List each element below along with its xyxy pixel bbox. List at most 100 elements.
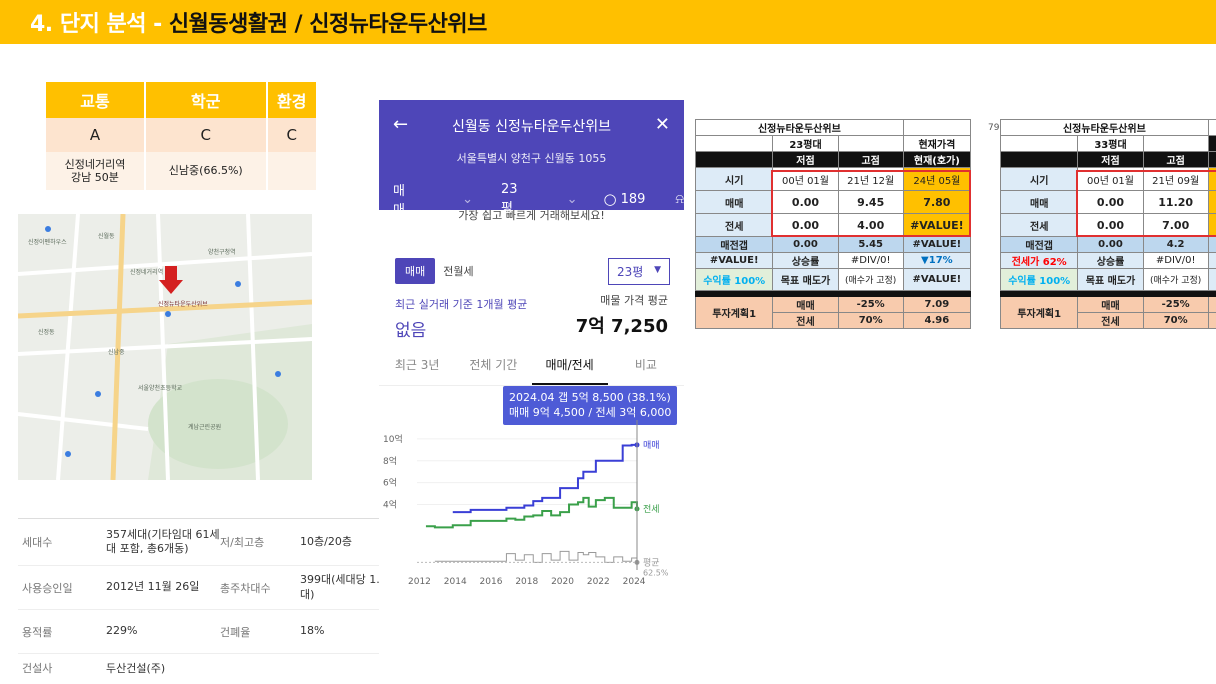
x-tick-label: 2024 xyxy=(623,577,646,587)
row-label: 전세가 62% xyxy=(1000,252,1079,269)
y-tick-label: 10억 xyxy=(383,433,403,445)
info-value: 2012년 11월 26일 xyxy=(106,580,200,594)
cell: 70% xyxy=(837,312,904,329)
analysis-sheet-23: 신정뉴타운두산위브 23평대 현재가격 저점 고점 현재(호가) 시기 00년 0… xyxy=(694,119,972,329)
cell: #DIV/0! xyxy=(1142,252,1209,269)
map-label-6: 양천구청역 xyxy=(208,248,236,256)
analysis-sheet-33: 신정뉴타운두산위브 33평대 저점 고점 시기 00년 01월 21년 09월 … xyxy=(1000,119,1216,329)
row-label: #VALUE! xyxy=(694,252,774,269)
bell-icon[interactable]: ⍾ xyxy=(675,191,684,207)
comment-count: 189 xyxy=(620,191,646,207)
map-target-arrow xyxy=(159,266,183,294)
map-graphic: 신정이펜하우스 신월동 신정네거리역 신남중 계남근린공원 양천구청역 서울양천… xyxy=(18,214,312,480)
trade-type-filter[interactable]: 매매 xyxy=(393,184,405,218)
back-arrow-icon[interactable]: ← xyxy=(393,114,409,135)
info-value: 357세대(기타임대 61세대 포함, 총6개동) xyxy=(106,527,220,555)
cell: 전세 xyxy=(1077,312,1144,329)
series-label: 평균 xyxy=(643,557,660,568)
location-map[interactable]: 신정이펜하우스 신월동 신정네거리역 신남중 계남근린공원 양천구청역 서울양천… xyxy=(18,214,312,480)
title-prefix: 4. 단지 분석 - xyxy=(30,12,169,37)
trade-tabs: 매매 전월세 xyxy=(395,258,482,284)
row-label: 매매 xyxy=(1000,190,1079,214)
tab-recent-3y[interactable]: 최근 3년 xyxy=(394,358,440,372)
cell: 4.00 xyxy=(837,213,904,237)
info-key: 저/최고층 xyxy=(220,536,265,549)
tab-sale[interactable]: 매매 xyxy=(395,258,436,284)
title-main: 신월동생활권 / 신정뉴타운두산위브 xyxy=(168,12,487,37)
sheet-size: 33평대 xyxy=(1077,135,1144,152)
info-value: 18% xyxy=(300,624,325,638)
rating-grade-transport: A xyxy=(46,118,146,152)
page-title: 4. 단지 분석 - 신월동생활권 / 신정뉴타운두산위브 xyxy=(30,6,487,38)
cell: 0.00 xyxy=(1077,213,1144,237)
info-key: 사용승인일 xyxy=(22,581,73,595)
info-row: 건설사 두산건설(주) xyxy=(18,654,398,676)
cell: #VALUE! xyxy=(902,268,972,291)
cell: -25% xyxy=(837,296,904,313)
tooltip-gap: 2024.04 갭 5억 8,500 (38.1%) xyxy=(509,391,671,404)
chevron-down-icon[interactable]: ⌄ xyxy=(462,191,474,207)
x-tick-label: 2020 xyxy=(551,577,574,587)
map-label-3: 신월동 xyxy=(98,232,115,240)
tab-rent[interactable]: 전월세 xyxy=(443,265,474,278)
map-label-0: 신정동 xyxy=(38,328,55,336)
comment-icon[interactable]: ○ xyxy=(603,190,617,208)
row-label: 전세 xyxy=(1000,213,1079,237)
row-label: 투자계획1 xyxy=(694,296,774,329)
cell: ▼17% xyxy=(902,252,972,269)
series-label: 전세 xyxy=(643,504,660,515)
series-line-1 xyxy=(425,496,638,529)
rating-note-environment xyxy=(266,152,319,190)
cell: 목표 매도가 xyxy=(1077,268,1144,291)
row-label: 매전갭 xyxy=(694,236,774,253)
rating-grade-school: C xyxy=(144,118,268,152)
tab-all-period[interactable]: 전체 기간 xyxy=(469,358,518,372)
rating-note-transport: 신정네거리역 강남 50분 xyxy=(46,152,146,190)
cell: 매매 xyxy=(1077,296,1144,313)
row-label: 투자계획1 xyxy=(1000,296,1079,329)
series-label: 매매 xyxy=(643,440,660,451)
row-number: 79 xyxy=(988,123,1000,133)
cell: 매매 xyxy=(772,296,839,313)
size-select[interactable]: 23평 ▼ xyxy=(608,258,670,285)
cell: 4.2 xyxy=(1142,236,1209,253)
map-park xyxy=(148,379,288,469)
rating-header-environment: 환경 xyxy=(266,82,319,118)
info-key: 건폐율 xyxy=(220,625,251,639)
cell: 5.45 xyxy=(837,236,904,253)
series-line-0 xyxy=(452,443,637,514)
cell: (매수가 고정) xyxy=(1142,268,1209,291)
sheet-size: 23평대 xyxy=(772,135,839,152)
map-target-label: 신정뉴타운두산위브 xyxy=(158,300,208,308)
y-tick-label: 6억 xyxy=(383,477,397,489)
tab-sale-rent[interactable]: 매매/전세 xyxy=(531,352,608,385)
size-filter[interactable]: 23평 xyxy=(501,182,518,216)
cell: #VALUE! xyxy=(902,213,972,237)
recent-trade-label: 최근 실거래 기준 1개월 평균 xyxy=(395,298,528,311)
app-address: 서울특별시 양천구 신월동 1055 xyxy=(456,152,607,165)
cell: 전세 xyxy=(772,312,839,329)
price-chart[interactable]: 10억 8억 6억 4억 2012 2014 2016 2018 2020 2022 2024 매매전… xyxy=(379,420,684,590)
filter-bar: 매매 ⌄ 23평 ⌄ ○ 189 ⍾ xyxy=(379,180,684,218)
cell: 24년 05월 xyxy=(902,167,972,191)
info-row: 사용승인일 2012년 11월 26일 총주차대수 399대(세대당 1.11대… xyxy=(18,566,398,610)
row-label: 시기 xyxy=(694,167,774,191)
close-icon[interactable]: ✕ xyxy=(654,114,670,135)
col-low: 저점 xyxy=(772,151,839,168)
app-header: ← 신월동 신정뉴타운두산위브 ✕ 서울특별시 양천구 신월동 1055 매매 … xyxy=(379,100,684,218)
col-low: 저점 xyxy=(1077,151,1144,168)
tab-compare[interactable]: 비교 xyxy=(634,358,657,372)
chevron-down-icon[interactable]: ⌄ xyxy=(566,191,578,207)
row-label: 매매 xyxy=(694,190,774,214)
cell: 00년 01월 xyxy=(772,167,839,191)
app-title: 신월동 신정뉴타운두산위브 xyxy=(451,119,611,135)
y-tick-label: 4억 xyxy=(383,498,397,510)
promo-banner[interactable]: 가장 쉽고 빠르게 거래해보세요! xyxy=(458,210,605,222)
cell: 21년 09월 xyxy=(1142,167,1209,191)
cell: 00년 01월 xyxy=(1077,167,1144,191)
cell: 4.96 xyxy=(902,312,972,329)
col-high: 고점 xyxy=(1142,151,1209,168)
map-label-8: 신남중 xyxy=(108,348,125,356)
rating-header-school: 학군 xyxy=(144,82,268,118)
info-key: 세대수 xyxy=(22,536,53,549)
